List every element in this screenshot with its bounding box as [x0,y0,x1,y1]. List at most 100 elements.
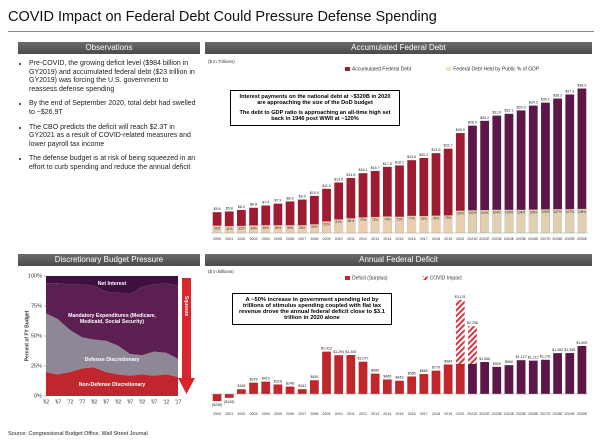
value-label: $8.5 [287,196,294,200]
annotation-box: Interest payments on the national debt a… [230,90,400,126]
pct-label: 104% [493,211,501,215]
value-label: $19.6 [407,155,416,159]
pct-bar [224,226,234,233]
bar [382,166,392,233]
area-label: Defense Discretionary [85,357,140,363]
x-tick-label: 2021E [467,412,478,416]
source: Source: Congressional Budget Office, Wal… [8,431,148,437]
x-tick-label: 2010 [335,237,343,241]
value-label: $248 [286,382,294,386]
bar [577,88,587,233]
x-tick-label: 2030E [577,412,588,416]
pct-label: 106% [541,210,549,214]
x-tick-label: '77 [79,399,86,405]
value-label: $161 [298,384,306,388]
bar [322,351,331,394]
x-tick-label: 2000 [213,412,221,416]
x-tick-label: 2016 [408,412,416,416]
bar [504,113,514,233]
bar [468,125,477,233]
value-label: $5.8 [226,206,233,210]
y-axis-label: Percent of FY Budget [24,310,30,361]
value-label: $680 [371,369,379,373]
value-label: $37.3 [565,89,574,93]
value-label: $1,365 [564,348,575,352]
bar [443,364,453,394]
pct-bar [419,216,429,233]
area [46,276,178,294]
pct-label: 35% [299,226,306,230]
y-tick-label: 100% [28,273,42,279]
pct-label: 35% [287,226,294,230]
x-tick-label: 2013 [371,237,379,241]
pct-bar [443,215,453,233]
value-label: $9.0 [299,195,306,199]
annotation: Interest payments on the national debt a… [239,94,391,106]
bar [224,394,234,398]
legend-label: Deficit (Surplus) [352,275,388,281]
value-label: $585 [408,371,416,375]
x-tick-label: '97 [127,399,134,405]
x-tick-label: 2008 [310,412,318,416]
value-label: $459 [310,375,318,379]
pct-label: 32% [238,227,245,231]
value-label: $32.1 [504,109,513,113]
bar [261,381,271,394]
bar [455,133,465,233]
bar [273,384,283,394]
bar [553,353,562,394]
bar [224,211,234,233]
bar [480,120,490,233]
pct-bar [370,216,380,233]
bar [297,389,307,394]
value-label: $34.3 [529,101,538,105]
legend-swatch [345,276,350,280]
x-tick-label: 2012 [359,237,367,241]
pct-label: 103% [481,211,489,215]
area [46,367,178,396]
value-label: $31.6 [492,111,501,115]
x-tick-label: 2006 [286,412,294,416]
bar [528,105,538,233]
legend-swatch [345,67,350,71]
pct-label: 104% [505,211,513,215]
pct-label: 79% [445,216,452,220]
bar [358,361,368,394]
legend-label: COVID Impact [430,275,463,281]
x-tick-label: 2004 [262,412,270,416]
x-tick-label: 2007 [298,412,306,416]
bar [407,160,417,233]
bar [370,170,380,233]
x-tick-label: 2007 [298,237,306,241]
value-label: $16.1 [359,168,368,172]
bar [285,201,295,233]
pct-bar [492,209,502,233]
x-tick-label: '87 [103,399,110,405]
value-label: $20.2 [419,153,428,157]
x-tick-label: '82 [91,399,98,405]
pct-label: 33% [214,226,221,230]
bar [237,389,246,394]
pct-label: 73% [396,218,403,222]
x-tick-label: 2018 [432,237,440,241]
value-label: $1,300 [345,350,356,354]
bar [261,205,271,233]
x-tick-label: 2003 [250,237,258,241]
pct-bar [261,225,271,233]
x-tick-label: 2019 [444,412,452,416]
value-label: $6.8 [250,203,257,207]
bullet: The defense budget is at risk of being s… [29,155,198,172]
value-label: $378 [250,378,258,382]
pct-bar [249,225,258,233]
pct-label: 34% [250,226,257,230]
value-label: $984 [444,359,452,363]
value-label: $14.8 [346,173,355,177]
x-tick-label: 2022E [479,412,490,416]
pct-bar [322,221,331,233]
pct-bar [407,215,417,233]
x-tick-label: 2009 [323,237,331,241]
x-tick-label: 2025E [516,412,527,416]
value-label: $7.9 [274,199,281,203]
bar [431,370,441,394]
bar [237,209,246,233]
